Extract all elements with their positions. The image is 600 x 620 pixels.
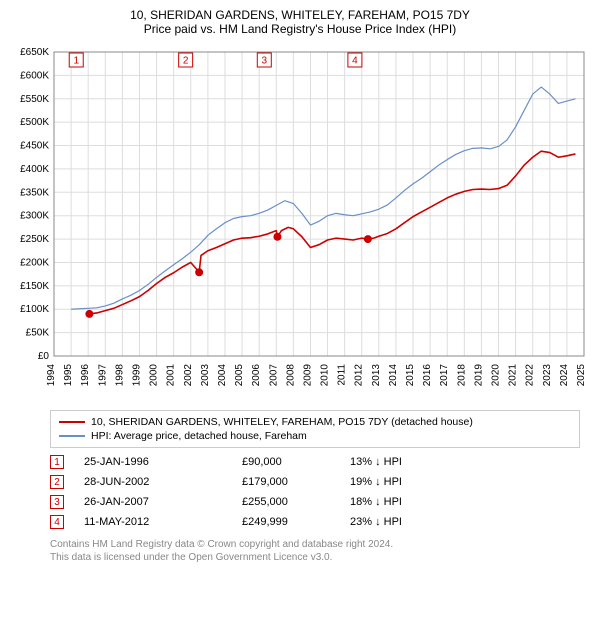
- svg-text:1998: 1998: [114, 364, 125, 387]
- svg-text:2002: 2002: [183, 364, 194, 387]
- sale-price: £179,000: [242, 476, 342, 488]
- sale-date: 28-JUN-2002: [84, 476, 234, 488]
- sale-row: 3 26-JAN-2007 £255,000 18% ↓ HPI: [50, 492, 580, 512]
- footer-line-2: This data is licensed under the Open Gov…: [50, 551, 580, 564]
- svg-text:£450K: £450K: [20, 141, 49, 152]
- sale-diff: 18% ↓ HPI: [350, 496, 460, 508]
- sale-marker: 1: [50, 455, 64, 469]
- svg-text:2025: 2025: [576, 364, 587, 387]
- svg-text:£150K: £150K: [20, 281, 49, 292]
- sale-price: £255,000: [242, 496, 342, 508]
- legend-swatch: [59, 435, 85, 437]
- svg-text:£550K: £550K: [20, 94, 49, 105]
- svg-text:£50K: £50K: [26, 328, 50, 339]
- svg-text:£200K: £200K: [20, 257, 49, 268]
- svg-text:1999: 1999: [131, 364, 142, 387]
- svg-text:1: 1: [73, 56, 79, 67]
- sale-row: 4 11-MAY-2012 £249,999 23% ↓ HPI: [50, 512, 580, 532]
- svg-text:£650K: £650K: [20, 47, 49, 58]
- svg-text:2023: 2023: [542, 364, 553, 387]
- svg-text:£350K: £350K: [20, 187, 49, 198]
- svg-text:3: 3: [262, 56, 268, 67]
- svg-text:1996: 1996: [80, 364, 91, 387]
- sale-marker: 4: [50, 515, 64, 529]
- legend-swatch: [59, 421, 85, 423]
- sale-price: £90,000: [242, 456, 342, 468]
- legend-label: HPI: Average price, detached house, Fare…: [91, 430, 307, 442]
- footer-line-1: Contains HM Land Registry data © Crown c…: [50, 538, 580, 551]
- svg-text:£250K: £250K: [20, 234, 49, 245]
- svg-text:2009: 2009: [302, 364, 313, 387]
- legend-label: 10, SHERIDAN GARDENS, WHITELEY, FAREHAM,…: [91, 416, 473, 428]
- svg-text:2015: 2015: [405, 364, 416, 387]
- title-main: 10, SHERIDAN GARDENS, WHITELEY, FAREHAM,…: [8, 8, 592, 22]
- svg-text:2007: 2007: [268, 364, 279, 387]
- svg-text:2003: 2003: [200, 364, 211, 387]
- title-sub: Price paid vs. HM Land Registry's House …: [8, 22, 592, 36]
- svg-text:2006: 2006: [251, 364, 262, 387]
- svg-text:2021: 2021: [508, 364, 519, 387]
- footer-attribution: Contains HM Land Registry data © Crown c…: [50, 538, 580, 564]
- svg-text:£300K: £300K: [20, 211, 49, 222]
- svg-text:2: 2: [183, 56, 189, 67]
- svg-text:2018: 2018: [456, 364, 467, 387]
- sale-date: 25-JAN-1996: [84, 456, 234, 468]
- svg-text:2001: 2001: [166, 364, 177, 387]
- svg-text:£400K: £400K: [20, 164, 49, 175]
- sales-table: 1 25-JAN-1996 £90,000 13% ↓ HPI 2 28-JUN-2002…: [50, 452, 580, 532]
- sale-marker: 2: [50, 475, 64, 489]
- svg-text:2014: 2014: [388, 364, 399, 387]
- sale-diff: 13% ↓ HPI: [350, 456, 460, 468]
- sale-marker: 3: [50, 495, 64, 509]
- svg-text:2008: 2008: [285, 364, 296, 387]
- legend: 10, SHERIDAN GARDENS, WHITELEY, FAREHAM,…: [50, 410, 580, 448]
- svg-text:2011: 2011: [337, 364, 348, 386]
- svg-text:£0: £0: [38, 351, 50, 362]
- legend-item: 10, SHERIDAN GARDENS, WHITELEY, FAREHAM,…: [59, 415, 571, 429]
- sale-date: 26-JAN-2007: [84, 496, 234, 508]
- price-chart: £0 £50K £100K £150K £200K £250K £300K £350K £400…: [8, 40, 592, 400]
- svg-text:2005: 2005: [234, 364, 245, 387]
- sale-diff: 23% ↓ HPI: [350, 516, 460, 528]
- svg-text:2020: 2020: [491, 364, 502, 387]
- svg-text:2017: 2017: [439, 364, 450, 387]
- svg-text:1995: 1995: [63, 364, 74, 387]
- svg-text:2019: 2019: [473, 364, 484, 387]
- svg-text:2016: 2016: [422, 364, 433, 387]
- sale-row: 1 25-JAN-1996 £90,000 13% ↓ HPI: [50, 452, 580, 472]
- svg-text:2004: 2004: [217, 364, 228, 387]
- svg-text:£500K: £500K: [20, 117, 49, 128]
- svg-text:2024: 2024: [559, 364, 570, 387]
- sale-row: 2 28-JUN-2002 £179,000 19% ↓ HPI: [50, 472, 580, 492]
- svg-text:1994: 1994: [46, 364, 57, 387]
- svg-text:2010: 2010: [320, 364, 331, 387]
- svg-text:1997: 1997: [97, 364, 108, 387]
- sale-price: £249,999: [242, 516, 342, 528]
- legend-item: HPI: Average price, detached house, Fare…: [59, 429, 571, 443]
- chart-title-block: 10, SHERIDAN GARDENS, WHITELEY, FAREHAM,…: [8, 8, 592, 36]
- svg-text:2022: 2022: [525, 364, 536, 387]
- svg-text:4: 4: [352, 56, 358, 67]
- sale-date: 11-MAY-2012: [84, 516, 234, 528]
- svg-text:2000: 2000: [149, 364, 160, 387]
- svg-text:2013: 2013: [371, 364, 382, 387]
- svg-text:£600K: £600K: [20, 70, 49, 81]
- svg-text:2012: 2012: [354, 364, 365, 387]
- svg-text:£100K: £100K: [20, 304, 49, 315]
- sale-diff: 19% ↓ HPI: [350, 476, 460, 488]
